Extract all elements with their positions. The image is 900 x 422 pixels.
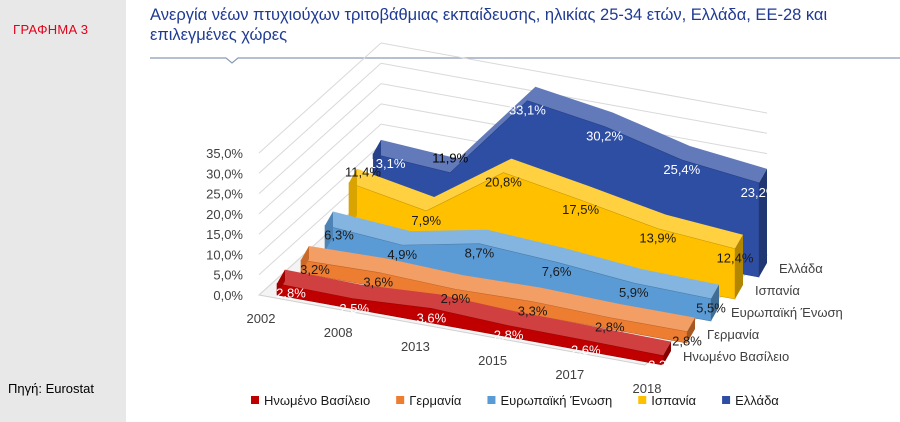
sidebar-divider: [126, 0, 134, 422]
gridline-side: [258, 103, 382, 215]
data-label: 17,5%: [562, 202, 599, 217]
data-label: 11,9%: [432, 151, 468, 166]
data-label: 8,7%: [465, 246, 495, 261]
series-top-face: [301, 246, 695, 332]
legend-swatch: [487, 396, 496, 404]
series-end-face: [735, 234, 743, 299]
series-start-face: [277, 269, 285, 295]
sidebar: [0, 0, 126, 422]
y-tick-label: 20,0%: [206, 207, 243, 222]
data-label: 33,1%: [509, 103, 546, 118]
legend-swatch: [396, 396, 405, 404]
chart-title: Ανεργία νέων πτυχιούχων τριτοβάθμιας εκπ…: [150, 6, 828, 44]
data-label: 4,9%: [387, 247, 417, 262]
gridline-side: [258, 144, 382, 255]
data-label: 2,3%: [648, 358, 678, 373]
legend-swatch: [251, 396, 259, 404]
data-label: 6,3%: [324, 227, 354, 242]
data-label: 2,8%: [672, 334, 702, 349]
series-start-face: [301, 246, 309, 273]
legend-swatch: [722, 396, 731, 404]
x-tick-label: 2013: [401, 339, 430, 354]
data-label: 20,8%: [485, 175, 522, 190]
legend-label: Ευρωπαϊκή Ένωση: [500, 393, 612, 408]
legend-label: Ηνωμένο Βασίλειο: [264, 393, 370, 408]
legend-swatch: [638, 396, 647, 404]
data-label: 12,4%: [717, 251, 754, 266]
data-label: 5,5%: [696, 301, 726, 316]
series-top-face: [277, 269, 671, 356]
data-label: 2,8%: [494, 328, 524, 343]
series-axis-label: Ηνωμένο Βασίλειο: [683, 349, 789, 364]
gridline-side: [258, 62, 382, 174]
data-label: 2,8%: [595, 320, 625, 335]
data-label: 2,9%: [441, 291, 471, 306]
data-label: 11,4%: [345, 165, 381, 180]
gridline-back: [380, 42, 768, 114]
series-axis-label: Γερμανία: [707, 327, 760, 342]
series-end-face: [663, 341, 671, 365]
data-label: 3,2%: [300, 262, 330, 277]
series-2: [324, 211, 719, 322]
data-label: 3,6%: [417, 310, 447, 325]
legend-label: Γερμανία: [409, 393, 462, 408]
series-axis-label: Ισπανία: [755, 283, 800, 298]
data-label: 2,5%: [339, 301, 369, 316]
data-label: 25,4%: [663, 162, 700, 177]
data-label: 13,1%: [369, 156, 406, 171]
graph-number-label: ΓΡΑΦΗΜΑ 3: [13, 22, 89, 37]
series-top-face: [349, 158, 743, 249]
x-tick-label: 2017: [555, 367, 584, 382]
series-start-face: [325, 211, 333, 251]
series-3: [348, 158, 743, 300]
data-label: 13,9%: [639, 231, 676, 246]
series-end-face: [759, 168, 767, 277]
series-start-face: [349, 168, 357, 229]
data-label: 5,9%: [619, 285, 649, 300]
y-tick-label: 10,0%: [206, 247, 243, 262]
data-label: 7,9%: [411, 213, 441, 228]
y-tick-label: 25,0%: [206, 187, 243, 202]
legend-label: Ισπανία: [651, 393, 696, 408]
data-label: 30,2%: [586, 128, 623, 143]
y-tick-label: 5,0%: [213, 268, 243, 283]
y-tick-label: 0,0%: [213, 288, 243, 303]
data-label: 2,8%: [276, 286, 306, 301]
legend-label: Ελλάδα: [735, 393, 779, 408]
gridline-back: [380, 62, 768, 134]
series-axis-label: Ευρωπαϊκή Ένωση: [731, 305, 843, 320]
y-tick-label: 15,0%: [206, 227, 243, 242]
data-label: 3,3%: [518, 304, 548, 319]
series-end-face: [711, 284, 719, 321]
series-end-face: [687, 317, 695, 343]
x-tick-label: 2008: [324, 325, 353, 340]
data-label: 2,6%: [571, 342, 601, 357]
title-underline: [150, 57, 900, 64]
data-label: 23,2%: [741, 185, 778, 200]
gridline-side: [258, 83, 382, 194]
y-tick-label: 35,0%: [206, 146, 243, 161]
x-tick-label: 2015: [478, 353, 507, 368]
x-tick-label: 2018: [633, 381, 662, 396]
y-tick-label: 30,0%: [206, 166, 243, 181]
data-label: 3,6%: [363, 274, 393, 289]
data-label: 7,6%: [542, 264, 572, 279]
series-0: [276, 269, 671, 366]
series-axis-label: Ελλάδα: [779, 261, 823, 276]
series-top-face: [325, 211, 719, 299]
source-label: Πηγή: Eurostat: [8, 381, 94, 396]
gridline-side: [258, 42, 382, 154]
x-tick-label: 2002: [247, 311, 276, 326]
gridline-side: [258, 123, 382, 235]
